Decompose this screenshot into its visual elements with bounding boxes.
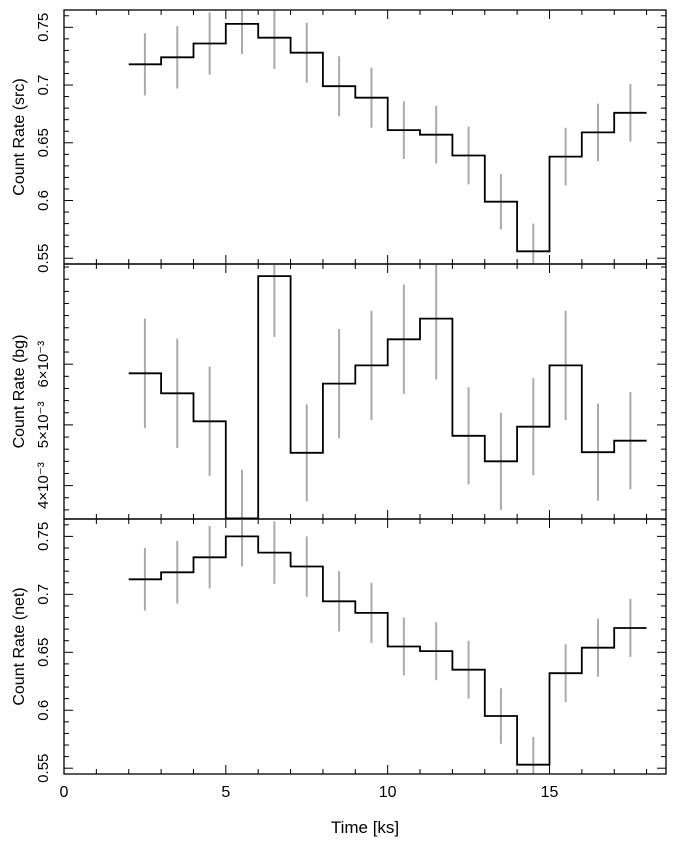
panel-3: 0.55 0.6 0.65 0.7 0.75 Count Rate (net) (11, 518, 667, 783)
x-tick-label: 15 (541, 784, 559, 801)
plot-area (128, 519, 647, 774)
panel-frame (63, 518, 667, 775)
y-tick-label: 0.7 (35, 75, 52, 96)
y-axis-label: Count Rate (bg) (11, 335, 28, 449)
panel-frame (63, 263, 667, 520)
y-tick-label: 0.55 (35, 754, 52, 783)
x-axis: 0 5 10 15 Time [ks] (60, 784, 559, 837)
step-line (128, 23, 647, 253)
y-tick-label: 4×10⁻³ (35, 462, 52, 509)
y-tick-label: 6×10⁻³ (35, 341, 52, 388)
y-axis-label: Count Rate (net) (11, 587, 28, 705)
panel-2: 4×10⁻³ 5×10⁻³ 6×10⁻³ Count Rate (bg) (11, 263, 667, 520)
y-tick-label: 0.75 (35, 522, 52, 551)
plot-area (128, 10, 647, 264)
plot-area (128, 264, 647, 519)
panel-1: 0.55 0.6 0.65 0.7 0.75 Count Rate (src) (11, 9, 667, 273)
y-tick-label: 5×10⁻³ (35, 402, 52, 449)
y-axis-label: Count Rate (src) (11, 78, 28, 195)
y-tick-label: 0.65 (35, 128, 52, 157)
step-line (128, 535, 647, 766)
panels: 0.55 0.6 0.65 0.7 0.75 Count Rate (src) 4×10⁻³… (11, 9, 667, 783)
x-tick-label: 0 (60, 784, 69, 801)
y-tick-label: 0.65 (35, 638, 52, 667)
panel-frame (63, 9, 667, 265)
step-line (128, 275, 647, 519)
x-tick-label: 10 (379, 784, 397, 801)
x-tick-label: 5 (221, 784, 230, 801)
y-tick-label: 0.55 (35, 244, 52, 273)
y-tick-label: 0.6 (35, 190, 52, 211)
y-tick-label: 0.75 (35, 13, 52, 42)
y-tick-label: 0.7 (35, 584, 52, 605)
x-axis-label: Time [ks] (331, 818, 399, 837)
y-tick-label: 0.6 (35, 700, 52, 721)
